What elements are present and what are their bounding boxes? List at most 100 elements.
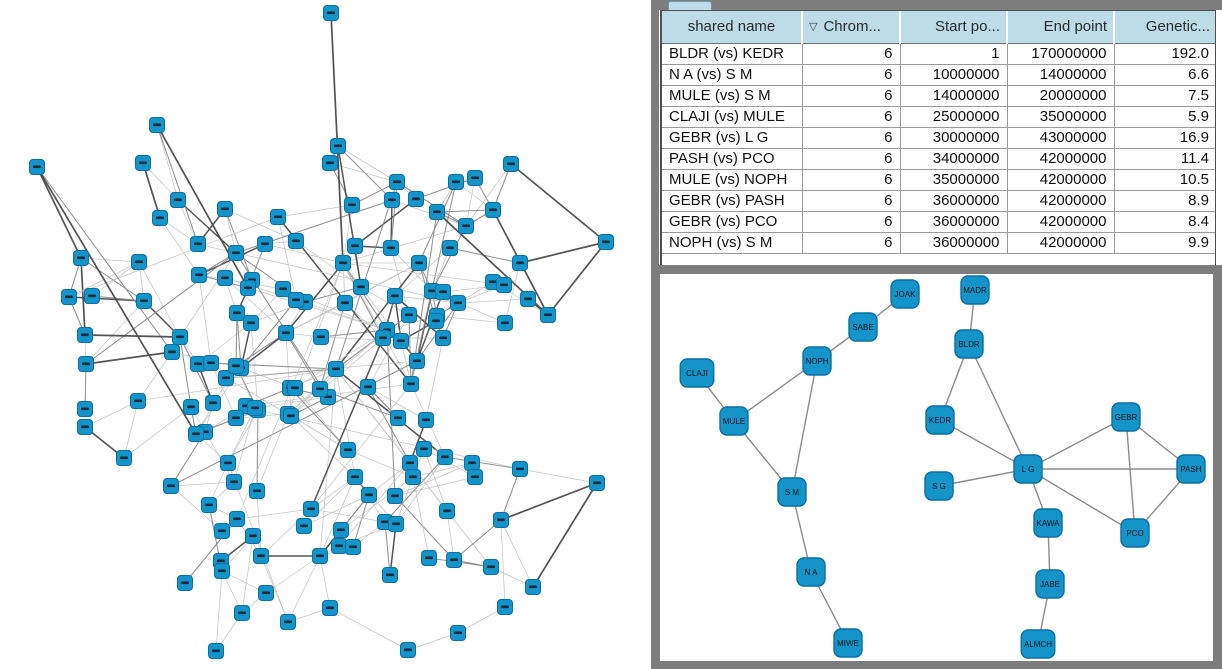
panel-splitter-vertical[interactable] — [651, 0, 659, 669]
filter-icon[interactable]: ▽ — [809, 21, 818, 34]
subnetwork-node-n-a[interactable]: N A — [796, 557, 826, 587]
table-cell[interactable]: 192.0 — [1114, 43, 1215, 65]
network-edge — [407, 632, 459, 651]
table-row[interactable]: PASH (vs) PCO 6 34000000 42000000 11.4 — [662, 148, 1215, 170]
table-cell[interactable]: MULE (vs) S M — [662, 85, 803, 107]
subnetwork-node-kedr[interactable]: KEDR — [925, 405, 955, 435]
table-cell[interactable]: 6 — [802, 64, 901, 86]
table-cell[interactable]: 6 — [802, 211, 901, 233]
subnetwork-node-mule[interactable]: MULE — [719, 406, 749, 436]
subnetwork-node-kawa[interactable]: KAWA — [1033, 508, 1063, 538]
table-cell[interactable]: GEBR (vs) PCO — [662, 211, 803, 233]
table-row[interactable]: CLAJI (vs) MULE 6 25000000 35000000 5.9 — [662, 106, 1215, 128]
table-cell[interactable]: 30000000 — [900, 127, 1008, 149]
network-node-label — [516, 467, 524, 471]
table-row[interactable]: MULE (vs) NOPH 6 35000000 42000000 10.5 — [662, 169, 1215, 191]
network-edge — [235, 252, 459, 304]
table-cell[interactable]: 170000000 — [1007, 43, 1115, 65]
column-header-3[interactable]: End point — [1007, 11, 1115, 44]
table-cell[interactable]: 6 — [802, 190, 901, 212]
table-cell[interactable]: 1 — [900, 43, 1008, 65]
table-cell[interactable]: 25000000 — [900, 106, 1008, 128]
table-row[interactable]: N A (vs) S M 6 10000000 14000000 6.6 — [662, 64, 1215, 86]
subnetwork-node-almch[interactable]: ALMCH — [1020, 629, 1056, 659]
table-cell[interactable]: 14000000 — [900, 85, 1008, 107]
table-cell[interactable]: 42000000 — [1007, 148, 1115, 170]
table-cell[interactable]: 5.9 — [1114, 106, 1215, 128]
table-cell[interactable]: N A (vs) S M — [662, 64, 803, 86]
subnetwork-node-miwe[interactable]: MIWE — [833, 628, 863, 658]
table-cell[interactable]: MULE (vs) NOPH — [662, 169, 803, 191]
table-cell[interactable]: 42000000 — [1007, 190, 1115, 212]
table-cell[interactable]: GEBR (vs) PASH — [662, 190, 803, 212]
network-edge — [335, 181, 398, 370]
table-cell[interactable]: CLAJI (vs) MULE — [662, 106, 803, 128]
table-cell[interactable]: 43000000 — [1007, 127, 1115, 149]
subnetwork-node-l-g[interactable]: L G — [1013, 454, 1043, 484]
subnetwork-node-jabe[interactable]: JABE — [1035, 569, 1065, 599]
table-cell[interactable]: 6 — [802, 127, 901, 149]
column-header-4[interactable]: Genetic... — [1114, 11, 1215, 44]
subnetwork-node-label: NOPH — [805, 357, 828, 366]
table-cell[interactable]: 36000000 — [900, 211, 1008, 233]
subnetwork-node-madr[interactable]: MADR — [960, 275, 990, 305]
subnetwork-node-gebr[interactable]: GEBR — [1111, 402, 1141, 432]
table-row[interactable]: MULE (vs) S M 6 14000000 20000000 7.5 — [662, 85, 1215, 107]
subnetwork-node-s-m[interactable]: S M — [777, 477, 807, 507]
panel-splitter-horizontal[interactable] — [659, 265, 1222, 274]
subnetwork-node-pco[interactable]: PCO — [1120, 518, 1150, 548]
network-node-label — [602, 240, 610, 244]
table-cell[interactable]: 36000000 — [900, 190, 1008, 212]
table-cell[interactable]: 14000000 — [1007, 64, 1115, 86]
table-cell[interactable]: 6 — [802, 232, 901, 254]
network-edge — [394, 476, 476, 497]
table-cell[interactable]: 42000000 — [1007, 211, 1115, 233]
table-cell[interactable]: 6 — [802, 85, 901, 107]
table-row[interactable]: BLDR (vs) KEDR 6 1 170000000 192.0 — [662, 43, 1215, 65]
network-edge — [85, 300, 145, 365]
table-cell[interactable]: 7.5 — [1114, 85, 1215, 107]
table-cell[interactable]: GEBR (vs) L G — [662, 127, 803, 149]
table-cell[interactable]: 35000000 — [1007, 106, 1115, 128]
table-cell[interactable]: 6 — [802, 148, 901, 170]
table-row[interactable]: GEBR (vs) PCO 6 36000000 42000000 8.4 — [662, 211, 1215, 233]
table-cell[interactable]: 9.9 — [1114, 232, 1215, 254]
table-cell[interactable]: PASH (vs) PCO — [662, 148, 803, 170]
subnetwork-node-sabe[interactable]: SABE — [848, 312, 878, 342]
subnetwork-node-claji[interactable]: CLAJI — [679, 358, 715, 388]
subnetwork-node-noph[interactable]: NOPH — [802, 346, 832, 376]
column-header-2[interactable]: Start po... — [900, 11, 1008, 44]
table-row[interactable]: NOPH (vs) S M 6 36000000 42000000 9.9 — [662, 232, 1215, 254]
subnetwork-node-joak[interactable]: JOAK — [890, 279, 920, 309]
sub-network-canvas[interactable]: JOAK SABE NOPH CLAJI MULE S M N A MIWE MADR BLDR K… — [660, 274, 1213, 661]
network-node-label — [287, 414, 295, 418]
table-cell[interactable]: 6 — [802, 106, 901, 128]
table-cell[interactable]: NOPH (vs) S M — [662, 232, 803, 254]
table-cell[interactable]: 6 — [802, 43, 901, 65]
table-cell[interactable]: 34000000 — [900, 148, 1008, 170]
table-cell[interactable]: 11.4 — [1114, 148, 1215, 170]
main-network-canvas[interactable] — [0, 0, 651, 669]
table-cell[interactable]: 42000000 — [1007, 169, 1115, 191]
table-cell[interactable]: 36000000 — [900, 232, 1008, 254]
table-cell[interactable]: 42000000 — [1007, 232, 1115, 254]
network-edge — [436, 209, 494, 213]
subnetwork-node-s-g[interactable]: S G — [924, 471, 954, 501]
table-row[interactable]: GEBR (vs) PASH 6 36000000 42000000 8.9 — [662, 190, 1215, 212]
table-cell[interactable]: 8.9 — [1114, 190, 1215, 212]
table-cell[interactable]: 10000000 — [900, 64, 1008, 86]
table-tab[interactable] — [668, 1, 712, 10]
table-cell[interactable]: 20000000 — [1007, 85, 1115, 107]
table-cell[interactable]: 35000000 — [900, 169, 1008, 191]
table-cell[interactable]: 10.5 — [1114, 169, 1215, 191]
column-header-0[interactable]: shared name — [662, 11, 803, 44]
table-cell[interactable]: 8.4 — [1114, 211, 1215, 233]
table-cell[interactable]: 6 — [802, 169, 901, 191]
subnetwork-node-bldr[interactable]: BLDR — [954, 329, 984, 359]
column-header-1[interactable]: ▽ Chrom... — [802, 11, 901, 44]
table-cell[interactable]: 16.9 — [1114, 127, 1215, 149]
subnetwork-node-pash[interactable]: PASH — [1176, 454, 1206, 484]
table-row[interactable]: GEBR (vs) L G 6 30000000 43000000 16.9 — [662, 127, 1215, 149]
table-cell[interactable]: 6.6 — [1114, 64, 1215, 86]
table-cell[interactable]: BLDR (vs) KEDR — [662, 43, 803, 65]
